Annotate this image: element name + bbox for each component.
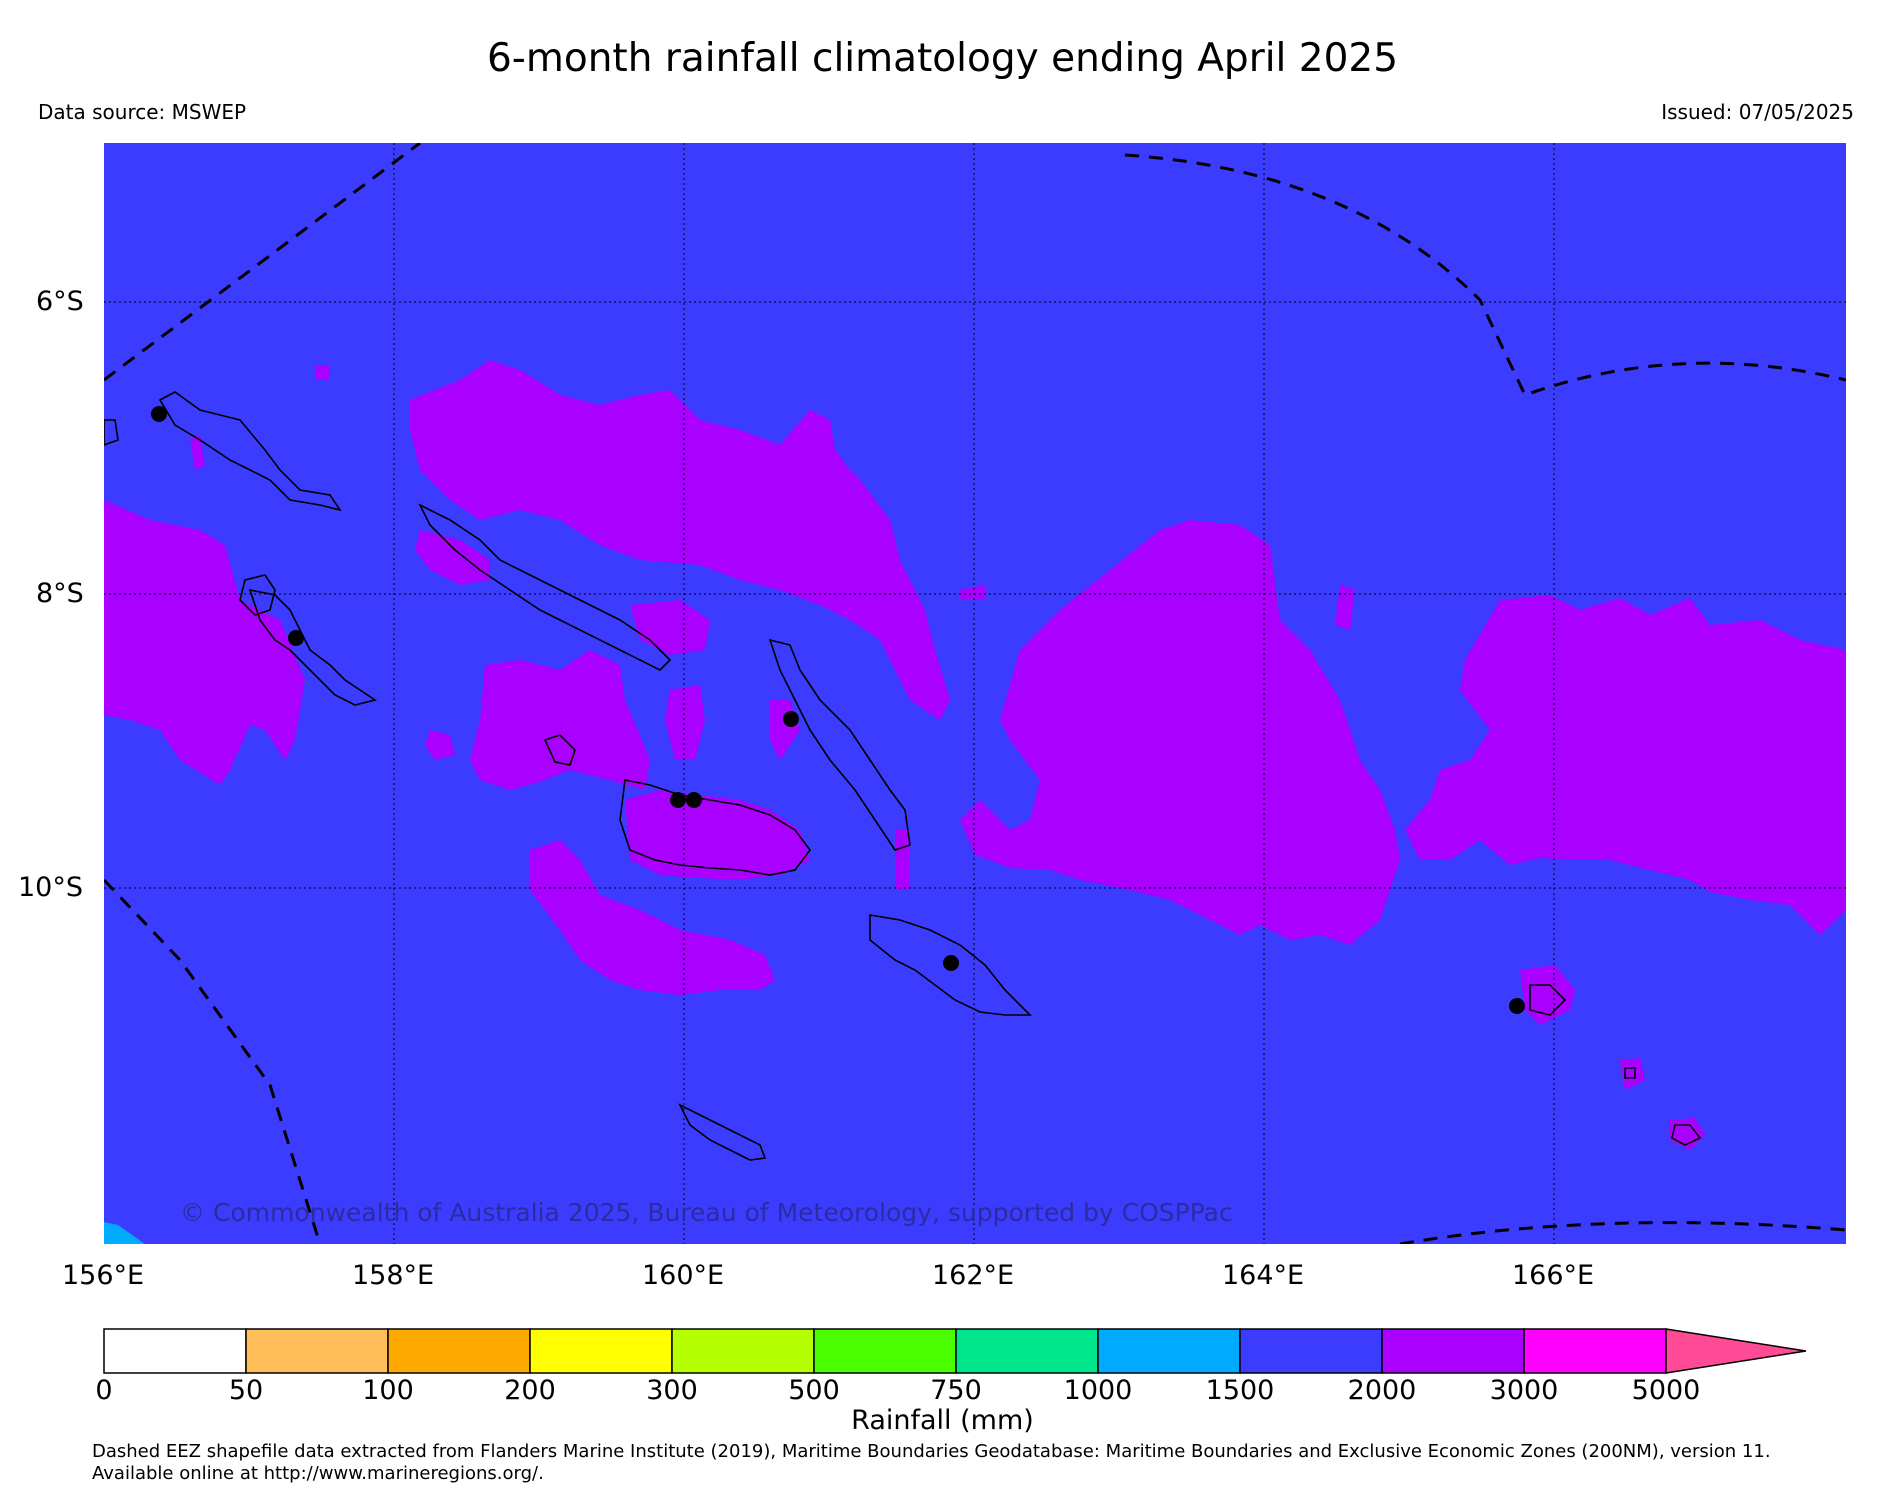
colorbar-swatch [813,1328,957,1374]
station-marker [783,711,799,727]
colorbar [103,1328,1807,1374]
rainfall-1000-1500-region [104,1222,145,1244]
lat-label-10s: 10°S [18,872,83,903]
lat-label-6s: 6°S [36,286,84,317]
colorbar-swatch [1239,1328,1383,1374]
station-marker [1509,998,1525,1014]
station-marker [151,406,167,422]
lon-label-162e: 162°E [932,1260,1015,1291]
colorbar-swatch [1523,1328,1667,1374]
colorbar-label: Rainfall (mm) [851,1405,1034,1436]
footnote: Dashed EEZ shapefile data extracted from… [92,1441,1771,1485]
lon-label-158e: 158°E [352,1260,435,1291]
footnote-line-2: Available online at http://www.marinereg… [92,1463,544,1484]
issued-date-label: Issued: 07/05/2025 [1661,100,1854,124]
lat-label-8s: 8°S [36,578,84,609]
map-title: 6-month rainfall climatology ending Apri… [486,36,1399,81]
lon-label-166e: 166°E [1512,1260,1595,1291]
colorbar-swatch [955,1328,1099,1374]
colorbar-swatch [1381,1328,1525,1374]
eez-boundaries [104,143,1846,1244]
graticule [104,143,1846,1244]
lon-label-156e: 156°E [62,1260,145,1291]
colorbar-tick-label: 0 [95,1375,113,1406]
colorbar-swatch [245,1328,389,1374]
colorbar-swatch [1097,1328,1241,1374]
lon-label-160e: 160°E [642,1260,725,1291]
colorbar-tick-label: 300 [646,1375,698,1406]
footnote-line-1: Dashed EEZ shapefile data extracted from… [92,1441,1771,1462]
colorbar-swatch [529,1328,673,1374]
colorbar-tick-label: 200 [504,1375,556,1406]
station-marker [943,955,959,971]
colorbar-tick-label: 1000 [1063,1375,1133,1406]
station-markers [151,406,1525,1014]
colorbar-tick-label: 1500 [1205,1375,1275,1406]
colorbar-swatch [671,1328,815,1374]
data-source-label: Data source: MSWEP [38,100,247,124]
lon-label-164e: 164°E [1222,1260,1305,1291]
colorbar-tick-label: 3000 [1489,1375,1559,1406]
station-marker [686,792,702,808]
colorbar-tick-label: 100 [362,1375,414,1406]
rainfall-2000-3000-regions [104,360,1846,1150]
station-marker [288,630,304,646]
colorbar-tick-label: 750 [930,1375,982,1406]
colorbar-swatch [387,1328,531,1374]
colorbar-tick-label: 500 [788,1375,840,1406]
copyright-credit: © Commonwealth of Australia 2025, Bureau… [180,1198,1233,1227]
colorbar-extension-arrow [1665,1328,1807,1374]
station-marker [670,792,686,808]
colorbar-swatch [103,1328,247,1374]
colorbar-tick-label: 50 [228,1375,264,1406]
colorbar-tick-label: 5000 [1631,1375,1701,1406]
coastlines [104,391,1702,1161]
colorbar-tick-label: 2000 [1347,1375,1417,1406]
